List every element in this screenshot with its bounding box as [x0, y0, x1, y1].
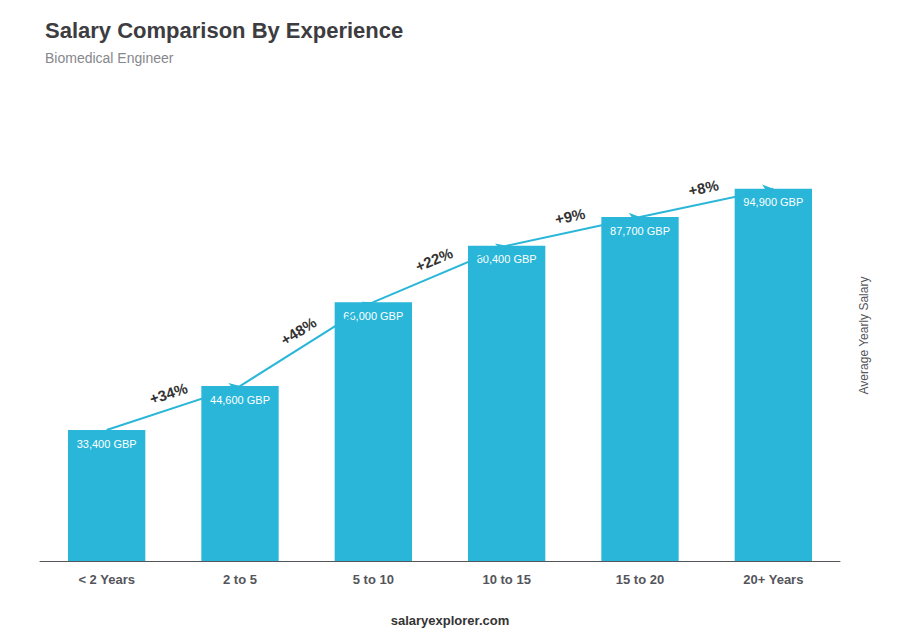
- svg-text:Average Yearly Salary: Average Yearly Salary: [857, 277, 871, 395]
- svg-text:20+ Years: 20+ Years: [743, 572, 803, 587]
- svg-text:44,600 GBP: 44,600 GBP: [210, 394, 270, 406]
- svg-text:+22%: +22%: [413, 244, 455, 275]
- svg-text:+8%: +8%: [687, 176, 720, 199]
- svg-text:5 to 10: 5 to 10: [353, 572, 394, 587]
- svg-text:Salary Comparison By Experienc: Salary Comparison By Experience: [45, 18, 403, 43]
- svg-text:33,400 GBP: 33,400 GBP: [77, 438, 137, 450]
- svg-text:Biomedical Engineer: Biomedical Engineer: [45, 50, 174, 66]
- svg-text:94,900 GBP: 94,900 GBP: [743, 196, 803, 208]
- svg-text:15 to 20: 15 to 20: [616, 572, 664, 587]
- svg-text:+48%: +48%: [277, 313, 319, 348]
- svg-text:10 to 15: 10 to 15: [482, 572, 530, 587]
- svg-text:+9%: +9%: [553, 205, 586, 228]
- svg-text:87,700 GBP: 87,700 GBP: [610, 225, 670, 237]
- svg-text:2 to 5: 2 to 5: [223, 572, 257, 587]
- svg-text:salaryexplorer.com: salaryexplorer.com: [391, 613, 510, 628]
- svg-text:< 2 Years: < 2 Years: [78, 572, 135, 587]
- svg-text:80,400 GBP: 80,400 GBP: [476, 253, 537, 266]
- svg-text:66,000 GBP: 66,000 GBP: [343, 309, 404, 322]
- svg-text:+34%: +34%: [147, 379, 189, 407]
